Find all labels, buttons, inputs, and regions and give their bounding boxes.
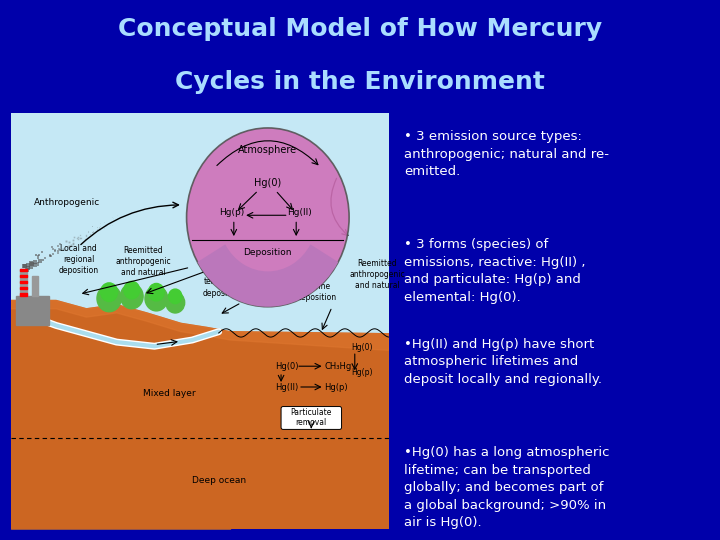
Bar (20, 287, 27, 289)
Text: Hg(p): Hg(p) (325, 383, 348, 392)
Text: Particulate
removal: Particulate removal (291, 408, 332, 428)
Text: •Hg(II) and Hg(p) have short
atmospheric lifetimes and
deposit locally and regio: •Hg(II) and Hg(p) have short atmospheric… (404, 338, 602, 386)
Circle shape (168, 289, 182, 303)
FancyBboxPatch shape (281, 407, 341, 429)
Text: CH₃Hg: CH₃Hg (325, 362, 352, 371)
Circle shape (120, 284, 143, 309)
Text: Conceptual Model of How Mercury: Conceptual Model of How Mercury (118, 17, 602, 42)
Polygon shape (11, 300, 389, 350)
Bar (20, 293, 27, 295)
Bar (17, 296, 49, 326)
Circle shape (97, 285, 121, 312)
Bar (32, 275, 38, 296)
Circle shape (101, 283, 117, 301)
Circle shape (186, 128, 349, 307)
Circle shape (124, 281, 140, 299)
Text: Hg(p): Hg(p) (220, 208, 245, 217)
Text: Reemitted
anthropogenic
and natural: Reemitted anthropogenic and natural (115, 246, 171, 276)
Text: Deep ocean: Deep ocean (192, 476, 246, 485)
Text: Hg(0): Hg(0) (254, 178, 282, 188)
Polygon shape (11, 300, 389, 529)
Text: Hg(II): Hg(II) (276, 383, 299, 392)
Text: Hg(0): Hg(0) (351, 343, 372, 353)
Bar (20, 275, 27, 278)
Text: Hg(p): Hg(p) (351, 368, 372, 377)
Text: Global
marine
deposition: Global marine deposition (297, 271, 337, 302)
Circle shape (148, 284, 164, 301)
Text: Cycles in the Environment: Cycles in the Environment (175, 70, 545, 94)
Bar (20, 269, 27, 272)
Text: Atmosphere: Atmosphere (238, 145, 297, 155)
Text: Mixed layer: Mixed layer (143, 389, 196, 398)
Text: Anthropogenic: Anthropogenic (35, 198, 101, 207)
Circle shape (145, 286, 168, 311)
Bar (20, 269, 27, 296)
Text: • 3 forms (species) of
emissions, reactive: Hg(II) ,
and particulate: Hg(p) and
: • 3 forms (species) of emissions, reacti… (404, 238, 585, 303)
Text: Global
terrestrial
deposition: Global terrestrial deposition (202, 266, 243, 298)
Text: Local and
regional
deposition: Local and regional deposition (59, 244, 99, 275)
Text: •Hg(0) has a long atmospheric
lifetime; can be transported
globally; and becomes: •Hg(0) has a long atmospheric lifetime; … (404, 446, 610, 529)
Text: Hg(0): Hg(0) (276, 362, 299, 371)
Circle shape (166, 292, 184, 313)
Bar (20, 281, 27, 284)
Wedge shape (197, 245, 338, 307)
Polygon shape (11, 332, 389, 529)
Polygon shape (11, 404, 389, 529)
Text: Hg(II): Hg(II) (287, 208, 312, 217)
Text: • 3 emission source types:
anthropogenic; natural and re-
emitted.: • 3 emission source types: anthropogenic… (404, 130, 609, 178)
Text: Deposition: Deposition (243, 248, 292, 257)
Text: Reemitted
anthropogenic
and natural: Reemitted anthropogenic and natural (350, 259, 405, 290)
